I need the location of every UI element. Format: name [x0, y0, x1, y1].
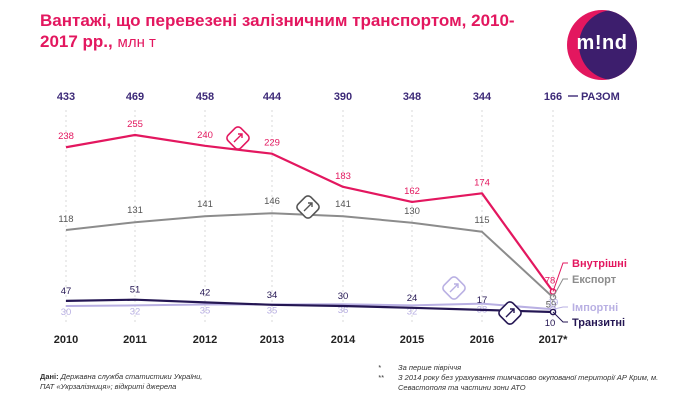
data-label-3-0: 47	[61, 286, 72, 297]
data-label-1-3: 146	[264, 196, 280, 207]
legend-connector-0	[552, 262, 568, 292]
data-label-0-0: 238	[58, 131, 74, 142]
total-label-2: 458	[196, 91, 214, 103]
data-label-2-2: 35	[200, 306, 211, 317]
total-name: РАЗОМ	[581, 91, 620, 103]
footnote-star2: **	[378, 373, 384, 382]
data-label-1-0: 118	[58, 214, 73, 225]
logo-text: m!nd	[576, 32, 628, 54]
footnote-2: З 2014 року без урахування тимчасово оку…	[398, 373, 659, 392]
data-label-1-2: 141	[197, 199, 213, 210]
title-text: Вантажі, що перевезені залізничним транс…	[40, 11, 515, 51]
x-tick-label-1: 2011	[123, 334, 147, 346]
data-label-2-3: 35	[267, 306, 278, 317]
data-label-1-7: 59	[546, 299, 557, 310]
data-label-2-5: 32	[407, 306, 418, 317]
total-label-7: 166	[544, 91, 562, 103]
footnote-star1: *	[378, 363, 381, 372]
x-tick-label-7: 2017*	[539, 334, 568, 346]
data-label-1-6: 115	[474, 215, 489, 226]
data-label-0-6: 174	[474, 177, 490, 188]
total-label-0: 433	[57, 91, 75, 103]
data-label-2-1: 32	[130, 306, 141, 317]
page-title: Вантажі, що перевезені залізничним транс…	[40, 10, 520, 53]
data-label-3-7: 10	[545, 318, 556, 329]
data-label-3-3: 34	[267, 290, 278, 301]
legend-connector-2	[552, 306, 568, 310]
mind-logo: m!nd	[567, 10, 637, 80]
data-label-0-1: 255	[127, 119, 143, 130]
series-line-0	[65, 133, 554, 293]
data-label-3-1: 51	[130, 285, 141, 296]
title-unit: млн т	[117, 34, 156, 51]
legend-connector-1	[552, 278, 568, 298]
data-label-1-5: 130	[404, 206, 420, 217]
total-label-6: 344	[473, 91, 492, 103]
data-label-1-4: 141	[335, 199, 351, 210]
data-label-0-2: 240	[197, 130, 213, 141]
total-label-3: 444	[263, 91, 282, 103]
data-label-3-4: 30	[338, 291, 349, 302]
domestic-cycle-icon	[226, 126, 250, 150]
footnote-1: За перше півріччя	[398, 363, 462, 372]
x-tick-label-5: 2015	[400, 334, 424, 346]
data-label-0-3: 229	[264, 138, 280, 149]
x-tick-label-6: 2016	[470, 334, 494, 346]
total-label-5: 348	[403, 91, 421, 103]
data-label-0-4: 183	[335, 171, 351, 182]
x-tick-label-4: 2014	[331, 334, 356, 346]
legend-label-1: Експорт	[572, 274, 617, 286]
source-label: Дані:	[40, 372, 59, 381]
legend-label-0: Внутрішні	[572, 258, 627, 270]
x-tick-label-3: 2013	[260, 334, 284, 346]
total-label-4: 390	[334, 91, 352, 103]
data-label-0-5: 162	[404, 186, 420, 197]
transit-arrow-icon	[498, 301, 522, 325]
data-label-1-1: 131	[127, 205, 143, 216]
legend-label-3: Транзитні	[572, 317, 625, 329]
data-label-0-7: 78	[545, 276, 556, 287]
export-arrow-icon	[296, 195, 320, 219]
source-note: Дані: Державна служба статистики України…	[40, 372, 215, 392]
data-label-2-0: 30	[61, 307, 72, 318]
data-label-2-7: 19	[548, 297, 559, 308]
data-label-3-6: 17	[477, 295, 488, 306]
data-label-3-2: 42	[200, 287, 211, 298]
data-label-2-4: 36	[338, 305, 349, 316]
legend-connector-3	[552, 311, 568, 323]
x-tick-label-2: 2012	[193, 334, 217, 346]
total-label-1: 469	[126, 91, 144, 103]
source-text: Державна служба статистики України, ПАТ …	[40, 372, 203, 391]
x-tick-label-0: 2010	[54, 334, 78, 346]
import-arrow-icon	[442, 276, 466, 300]
data-label-3-5: 24	[407, 293, 418, 304]
legend-label-2: Імпортні	[572, 302, 618, 314]
series-line-3	[65, 298, 554, 314]
